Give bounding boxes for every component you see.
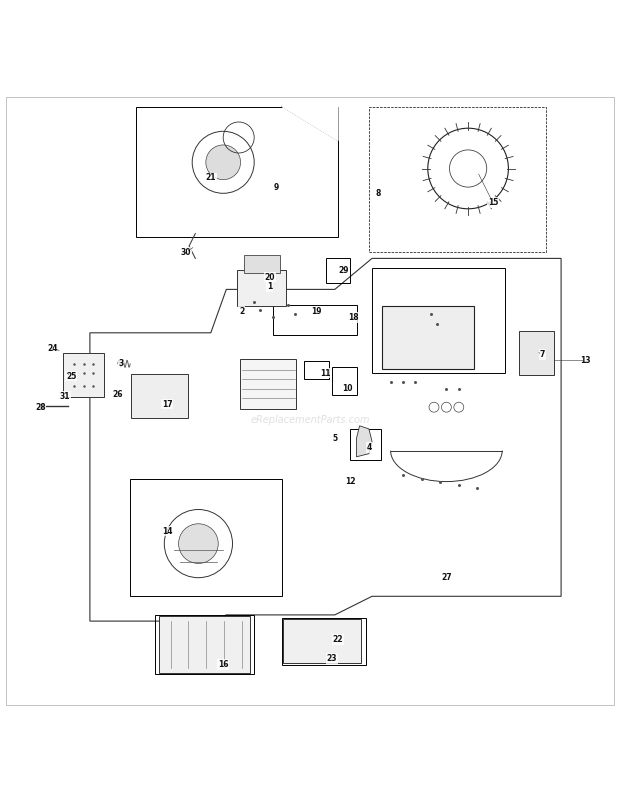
Text: 15: 15 — [488, 198, 498, 207]
Text: 25: 25 — [66, 371, 76, 381]
Text: 3: 3 — [118, 359, 123, 368]
Text: 10: 10 — [342, 384, 352, 393]
FancyBboxPatch shape — [382, 306, 474, 370]
Circle shape — [206, 145, 241, 180]
Text: 16: 16 — [218, 660, 228, 669]
Text: 20: 20 — [265, 273, 275, 282]
Text: 4: 4 — [366, 443, 371, 452]
Text: 23: 23 — [327, 654, 337, 662]
Text: 21: 21 — [206, 173, 216, 182]
Text: 12: 12 — [345, 477, 355, 486]
Text: 18: 18 — [348, 313, 359, 322]
FancyBboxPatch shape — [283, 619, 361, 663]
Text: 1: 1 — [267, 282, 272, 291]
Text: eReplacementParts.com: eReplacementParts.com — [250, 415, 370, 424]
FancyBboxPatch shape — [159, 616, 250, 673]
Text: 2: 2 — [239, 306, 244, 316]
FancyBboxPatch shape — [519, 331, 554, 375]
Text: 5: 5 — [332, 434, 337, 443]
Text: 27: 27 — [441, 573, 452, 582]
Text: 31: 31 — [60, 391, 70, 400]
Text: 8: 8 — [376, 188, 381, 198]
Text: 17: 17 — [162, 399, 173, 408]
FancyBboxPatch shape — [131, 375, 188, 419]
Text: 14: 14 — [162, 527, 172, 536]
Text: 26: 26 — [113, 391, 123, 399]
FancyBboxPatch shape — [63, 353, 104, 397]
FancyBboxPatch shape — [237, 269, 286, 306]
Text: 29: 29 — [339, 266, 349, 275]
Text: 11: 11 — [321, 369, 330, 378]
Polygon shape — [356, 426, 372, 457]
FancyBboxPatch shape — [244, 255, 280, 273]
Text: 9: 9 — [273, 183, 278, 192]
Text: 24: 24 — [48, 344, 58, 353]
Text: 28: 28 — [35, 403, 46, 411]
Text: 30: 30 — [181, 248, 191, 257]
Text: 22: 22 — [333, 635, 343, 644]
Text: 13: 13 — [581, 356, 591, 365]
Text: 7: 7 — [540, 350, 545, 359]
Polygon shape — [282, 107, 338, 140]
FancyBboxPatch shape — [240, 358, 296, 409]
Circle shape — [179, 524, 218, 564]
Text: 19: 19 — [311, 306, 321, 316]
